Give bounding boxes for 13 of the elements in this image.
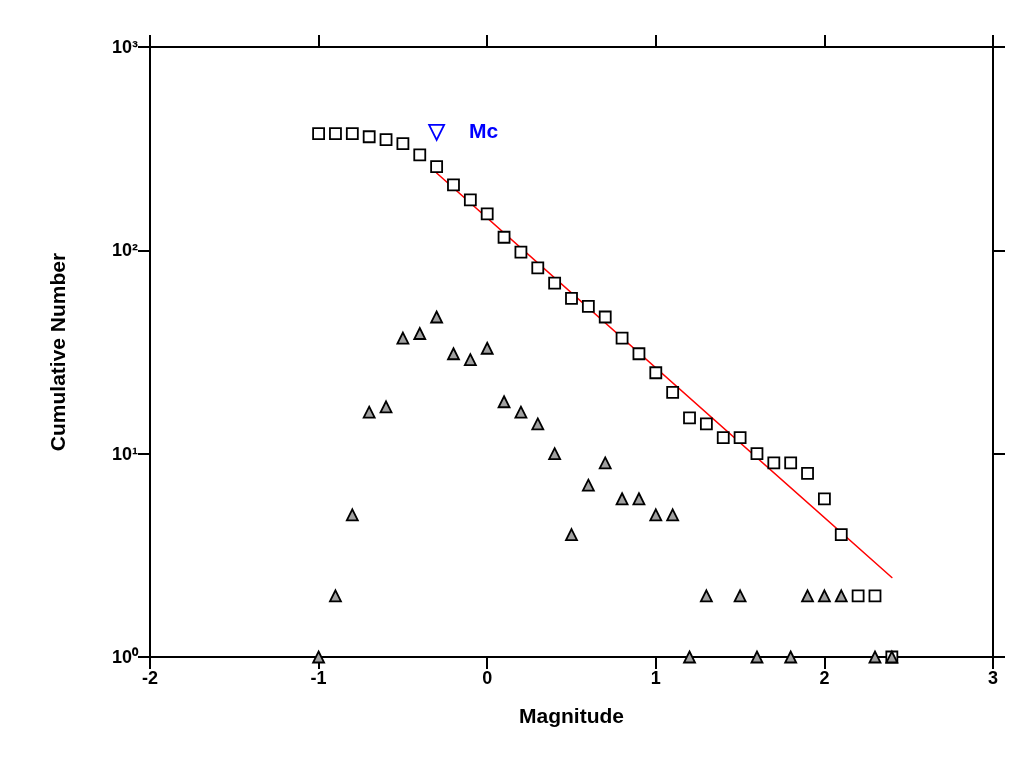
y-axis-title: Cumulative Number — [46, 252, 69, 452]
x-tick-label: 0 — [482, 668, 493, 688]
x-tick-label: -1 — [310, 668, 327, 688]
y-tick-label: 10¹ — [111, 443, 139, 464]
x-tick-label: 3 — [987, 668, 999, 688]
series-label: Mc — [469, 118, 499, 142]
y-tick-label: 10³ — [111, 37, 139, 57]
x-tick-label: 2 — [819, 668, 830, 688]
x-tick-label: 1 — [650, 668, 661, 688]
y-tick-label: 10⁰ — [111, 647, 139, 667]
x-axis-title: Magnitude — [519, 704, 624, 727]
x-tick-label: -2 — [141, 668, 159, 688]
y-tick-label: 10² — [111, 240, 139, 261]
